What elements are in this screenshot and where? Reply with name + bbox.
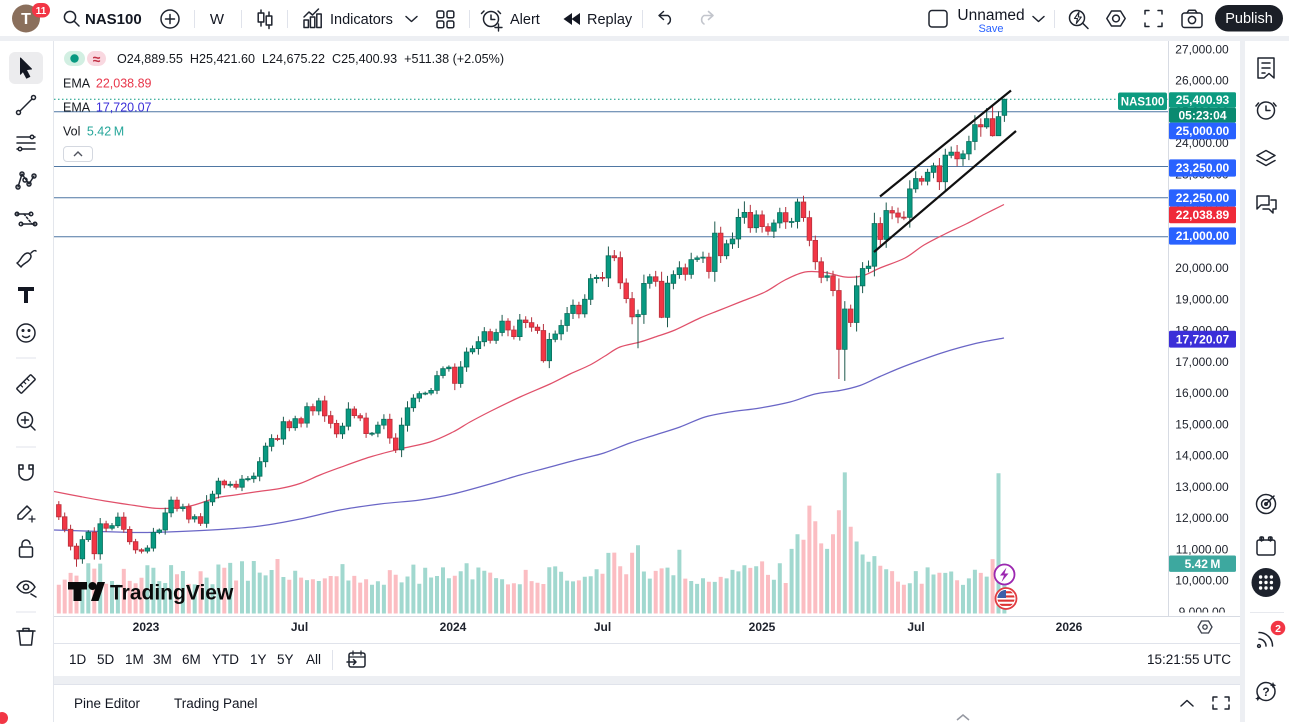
svg-text:13,000.00: 13,000.00: [1175, 480, 1229, 494]
svg-text:2: 2: [1275, 623, 1281, 635]
svg-text:Jul: Jul: [594, 620, 611, 634]
svg-text:9,000.00: 9,000.00: [1179, 605, 1226, 619]
svg-text:T: T: [21, 11, 31, 28]
svg-text:2026: 2026: [1056, 620, 1083, 634]
svg-text:05:23:04: 05:23:04: [1178, 108, 1226, 122]
svg-text:19,000.00: 19,000.00: [1175, 292, 1229, 306]
svg-text:Publish: Publish: [1225, 11, 1273, 27]
svg-text:Jul: Jul: [907, 620, 924, 634]
svg-text:16,000.00: 16,000.00: [1175, 386, 1229, 400]
svg-text:Alert: Alert: [510, 12, 540, 28]
svg-text:14,000.00: 14,000.00: [1175, 449, 1229, 463]
svg-text:12,000.00: 12,000.00: [1175, 511, 1229, 525]
svg-text:Replay: Replay: [587, 12, 633, 28]
svg-text:TradingView: TradingView: [110, 582, 234, 605]
svg-text:24,000.00: 24,000.00: [1175, 136, 1229, 150]
svg-text:17,000.00: 17,000.00: [1175, 355, 1229, 369]
svg-text:2025: 2025: [749, 620, 776, 634]
svg-text:2024: 2024: [440, 620, 467, 634]
svg-text:Save: Save: [978, 23, 1003, 35]
svg-text:25,000.00: 25,000.00: [1176, 124, 1230, 138]
svg-text:?: ?: [1262, 685, 1269, 699]
svg-text:EMA 17,720.07: EMA 17,720.07: [63, 101, 152, 115]
svg-text:25,400.93: 25,400.93: [1176, 93, 1230, 107]
svg-text:NAS100: NAS100: [1121, 97, 1164, 109]
svg-text:Unnamed: Unnamed: [957, 7, 1024, 24]
svg-text:11: 11: [36, 6, 47, 17]
svg-text:10,000.00: 10,000.00: [1175, 574, 1229, 588]
svg-text:21,000.00: 21,000.00: [1176, 229, 1230, 243]
svg-text:NAS100: NAS100: [85, 11, 142, 28]
svg-text:27,000.00: 27,000.00: [1175, 42, 1229, 56]
svg-text:15,000.00: 15,000.00: [1175, 417, 1229, 431]
svg-text:17,720.07: 17,720.07: [1176, 332, 1230, 346]
svg-text:26,000.00: 26,000.00: [1175, 74, 1229, 88]
svg-text:23,250.00: 23,250.00: [1176, 161, 1230, 175]
svg-text:W: W: [210, 11, 225, 28]
svg-text:≈: ≈: [93, 51, 101, 67]
svg-text:20,000.00: 20,000.00: [1175, 261, 1229, 275]
svg-text:2023: 2023: [133, 620, 160, 634]
svg-text:22,038.89: 22,038.89: [1176, 208, 1230, 222]
svg-text:Jul: Jul: [291, 620, 308, 634]
svg-text:22,250.00: 22,250.00: [1176, 191, 1230, 205]
svg-text:11,000.00: 11,000.00: [1176, 542, 1229, 556]
svg-text:Vol 5.42 M: Vol 5.42 M: [63, 125, 124, 139]
svg-text:Indicators: Indicators: [330, 12, 393, 28]
svg-text:5.42 M: 5.42 M: [1185, 557, 1221, 571]
svg-text:EMA 22,038.89: EMA 22,038.89: [63, 77, 152, 91]
